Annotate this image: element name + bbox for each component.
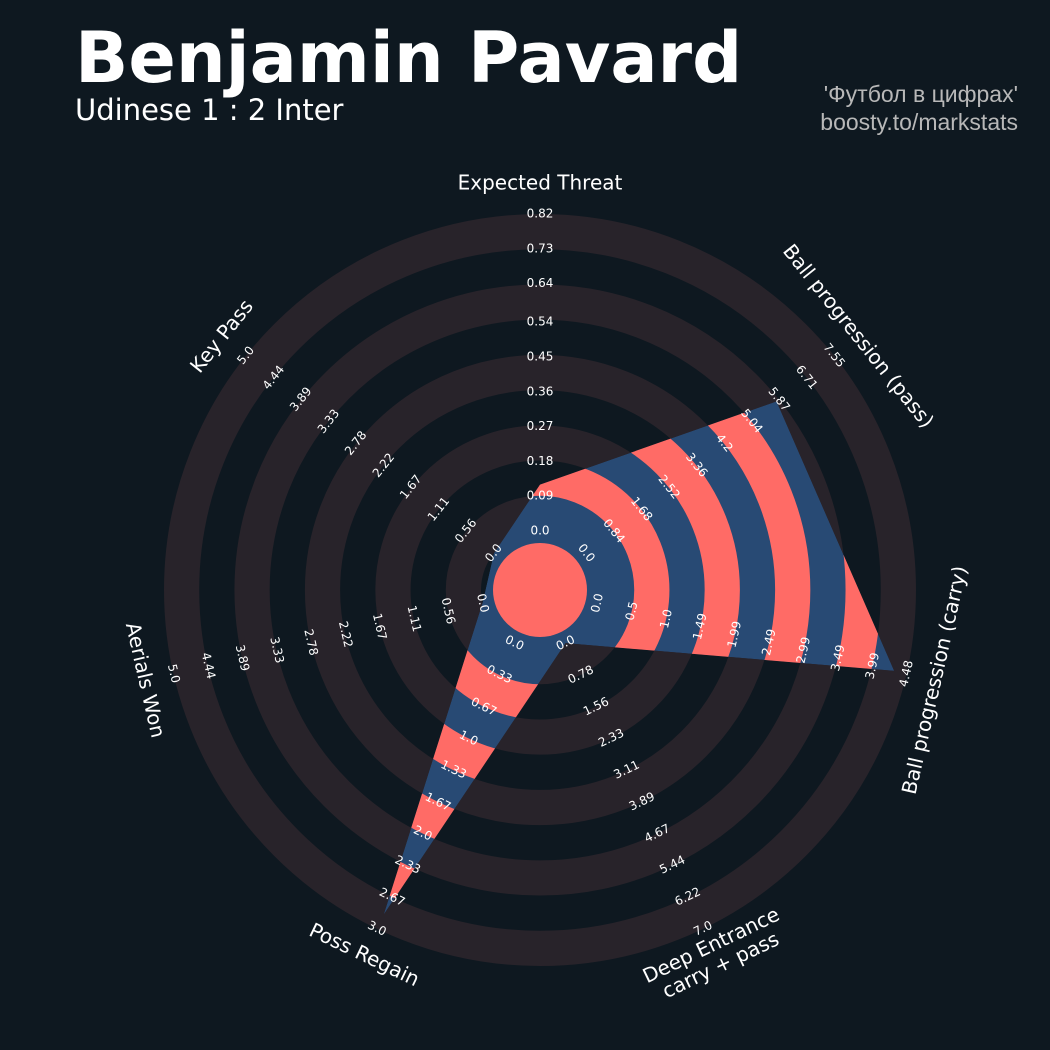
tick-label: 0.54 (527, 315, 554, 329)
axis-label: Expected Threat (458, 171, 623, 195)
ring (164, 214, 916, 966)
tick-label: 0.0 (588, 592, 606, 614)
tick-label: 0.56 (439, 596, 459, 625)
tick-label: 4.48 (896, 659, 916, 688)
tick-label: 0.0 (530, 524, 549, 538)
tick-label: 3.89 (233, 643, 253, 672)
tick-label: 3.49 (828, 643, 848, 672)
tick-label: 0.5 (623, 600, 641, 622)
tick-label: 2.49 (759, 628, 779, 657)
chart-subtitle: Udinese 1 : 2 Inter (75, 93, 344, 127)
tick-label: 3.99 (862, 651, 882, 680)
tick-label: 1.99 (725, 620, 745, 649)
tick-label: 3.33 (267, 635, 287, 664)
chart-title: Benjamin Pavard (75, 17, 742, 99)
tick-label: 0.09 (527, 489, 554, 503)
center-circle (493, 543, 587, 637)
radar-polygon (383, 401, 895, 915)
credit: 'Футбол в цифрах' (824, 81, 1018, 107)
tick-label: 0.64 (527, 276, 554, 290)
tick-label: 0.18 (527, 454, 554, 468)
tick-label: 0.45 (527, 350, 554, 364)
tick-label: 4.44 (199, 651, 219, 680)
tick-label: 0.82 (527, 207, 554, 221)
tick-label: 1.67 (370, 612, 390, 641)
tick-label: 1.49 (690, 612, 710, 641)
tick-label: 5.0 (165, 663, 183, 685)
tick-label: 2.78 (301, 628, 321, 657)
tick-label: 0.73 (527, 241, 554, 255)
tick-label: 0.27 (527, 419, 554, 433)
tick-label: 0.36 (527, 384, 554, 398)
tick-label: 0.0 (474, 592, 492, 614)
tick-label: 2.99 (794, 636, 814, 665)
tick-label: 1.11 (405, 604, 425, 633)
tick-label: 2.22 (336, 620, 356, 649)
credit: boosty.to/markstats (820, 109, 1018, 135)
tick-label: 1.0 (657, 608, 675, 630)
